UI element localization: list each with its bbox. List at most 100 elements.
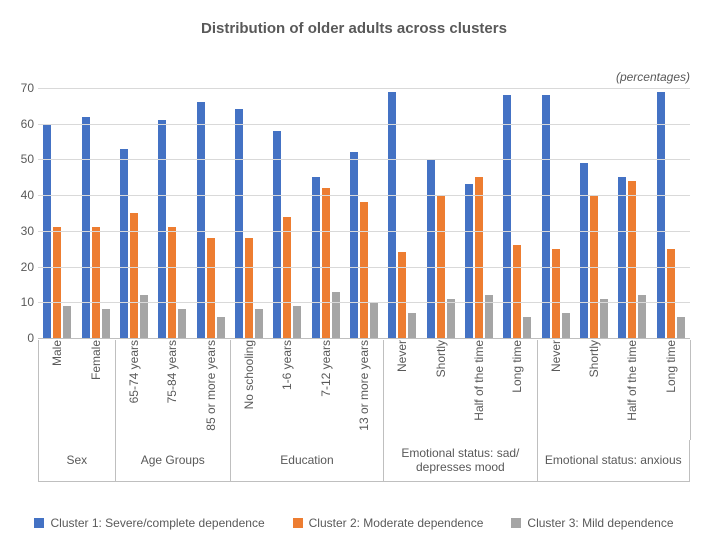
x-axis-labels: Male Female 65-74 years 75-84 years 85 or mo… (38, 340, 690, 435)
supergroup-label: Emotional status: anxious (537, 440, 690, 482)
bar-c1 (312, 177, 320, 338)
bar-c2 (513, 245, 521, 338)
x-label: Male (50, 340, 64, 370)
bar-c2 (53, 227, 61, 338)
bar-c3 (677, 317, 685, 338)
category-group (345, 88, 383, 338)
x-label: Half of the time (625, 340, 639, 425)
y-tick-label: 0 (12, 331, 34, 345)
x-label-cell: Long time (652, 340, 690, 435)
bar-c3 (178, 309, 186, 338)
category-group (306, 88, 344, 338)
category-group (230, 88, 268, 338)
x-label-cell: 13 or more years (345, 340, 383, 435)
chart-subtitle: (percentages) (616, 70, 690, 84)
x-label-cell: Female (76, 340, 114, 435)
category-group (498, 88, 536, 338)
category-group (652, 88, 690, 338)
x-label: 1-6 years (280, 340, 294, 394)
legend-swatch (511, 518, 521, 528)
category-group (383, 88, 421, 338)
category-group (536, 88, 574, 338)
bar-c1 (273, 131, 281, 338)
bar-c3 (217, 317, 225, 338)
x-label: 13 or more years (357, 340, 371, 435)
legend-label: Cluster 3: Mild dependence (527, 516, 673, 530)
x-label: Never (549, 340, 563, 376)
x-label: Never (395, 340, 409, 376)
x-label: Female (89, 340, 103, 384)
category-group (191, 88, 229, 338)
y-tick-label: 30 (12, 224, 34, 238)
grid-line (38, 231, 690, 232)
bar-c2 (552, 249, 560, 338)
category-group (76, 88, 114, 338)
supergroup-label: Emotional status: sad/ depresses mood (383, 440, 536, 482)
grid-line (38, 302, 690, 303)
bar-c2 (360, 202, 368, 338)
category-group (575, 88, 613, 338)
bar-c2 (168, 227, 176, 338)
bar-c3 (102, 309, 110, 338)
bar-c1 (388, 92, 396, 338)
legend-item: Cluster 3: Mild dependence (511, 516, 673, 530)
bar-c2 (398, 252, 406, 338)
x-label-cell: Male (38, 340, 76, 435)
x-label-cell: Long time (498, 340, 536, 435)
bar-c3 (63, 306, 71, 338)
x-label-cell: 85 or more years (191, 340, 229, 435)
bars-layer (38, 88, 690, 338)
bar-c1 (120, 149, 128, 338)
x-label: Shortly (434, 340, 448, 381)
x-label-cell: 65-74 years (115, 340, 153, 435)
supergroup-label: Education (230, 440, 383, 482)
category-group (421, 88, 459, 338)
bar-c3 (255, 309, 263, 338)
x-label-cell: Never (536, 340, 574, 435)
x-label: 7-12 years (319, 340, 333, 401)
x-label-cell: Half of the time (460, 340, 498, 435)
bar-c2 (92, 227, 100, 338)
category-group (153, 88, 191, 338)
x-label-cell: Shortly (421, 340, 459, 435)
x-label-cell: 75-84 years (153, 340, 191, 435)
legend-swatch (293, 518, 303, 528)
bar-c1 (427, 159, 435, 338)
x-label-cell: Half of the time (613, 340, 651, 435)
bar-c2 (283, 217, 291, 338)
legend: Cluster 1: Severe/complete dependence Clu… (0, 516, 708, 530)
bar-c1 (235, 109, 243, 338)
legend-item: Cluster 1: Severe/complete dependence (34, 516, 264, 530)
legend-label: Cluster 2: Moderate dependence (309, 516, 484, 530)
grid-line (38, 267, 690, 268)
category-group (268, 88, 306, 338)
x-label: 75-84 years (165, 340, 179, 407)
x-label: Shortly (587, 340, 601, 381)
bar-c1 (618, 177, 626, 338)
bar-c1 (350, 152, 358, 338)
grid-line (38, 124, 690, 125)
bar-c2 (667, 249, 675, 338)
bar-c3 (408, 313, 416, 338)
bar-c3 (562, 313, 570, 338)
category-group (115, 88, 153, 338)
chart-title: Distribution of older adults across clus… (0, 0, 708, 37)
x-label-cell: Never (383, 340, 421, 435)
x-label: No schooling (242, 340, 256, 413)
legend-swatch (34, 518, 44, 528)
x-label: 85 or more years (204, 340, 218, 435)
bar-c1 (465, 184, 473, 338)
legend-label: Cluster 1: Severe/complete dependence (50, 516, 264, 530)
bar-c2 (628, 181, 636, 338)
bar-c3 (447, 299, 455, 338)
bar-c1 (158, 120, 166, 338)
bar-c2 (322, 188, 330, 338)
bar-c2 (475, 177, 483, 338)
chart-container: Distribution of older adults across clus… (0, 0, 708, 542)
x-axis-supergroups: SexAge GroupsEducationEmotional status: … (38, 440, 690, 482)
bar-c1 (82, 117, 90, 338)
plot-area: 010203040506070 (38, 88, 690, 339)
grid-line (38, 88, 690, 89)
x-label: Long time (510, 340, 524, 397)
y-tick-label: 70 (12, 81, 34, 95)
